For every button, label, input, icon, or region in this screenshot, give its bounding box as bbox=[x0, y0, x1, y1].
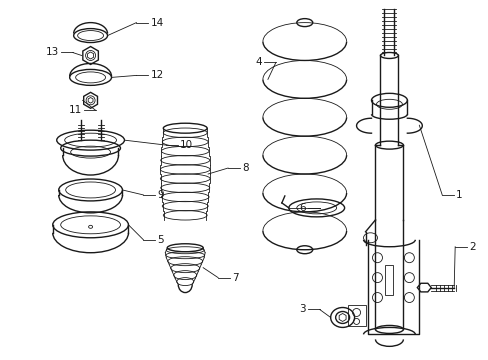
Text: 13: 13 bbox=[45, 48, 59, 58]
Text: 4: 4 bbox=[255, 58, 262, 67]
Text: 9: 9 bbox=[157, 190, 163, 200]
Text: 2: 2 bbox=[468, 242, 475, 252]
Text: 10: 10 bbox=[180, 140, 193, 150]
Bar bbox=[385, 265, 393, 294]
Text: 14: 14 bbox=[150, 18, 163, 28]
Text: 12: 12 bbox=[150, 71, 163, 80]
Text: 7: 7 bbox=[232, 273, 238, 283]
Text: 11: 11 bbox=[68, 105, 81, 115]
Text: 5: 5 bbox=[157, 235, 163, 245]
Text: 3: 3 bbox=[299, 305, 305, 315]
Bar bbox=[347, 305, 365, 327]
Text: 8: 8 bbox=[242, 163, 248, 173]
Text: 1: 1 bbox=[455, 190, 462, 200]
Text: 6: 6 bbox=[299, 203, 305, 213]
